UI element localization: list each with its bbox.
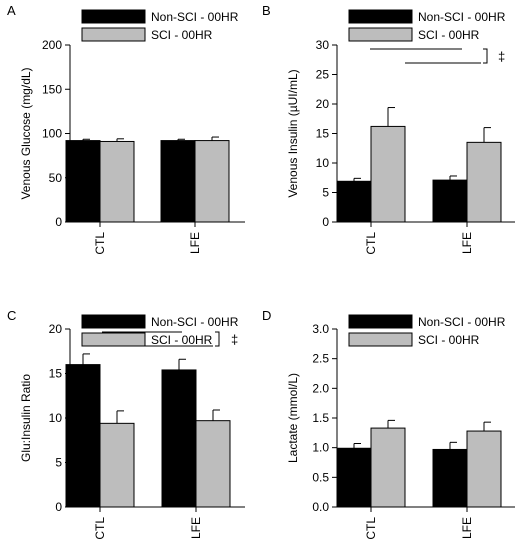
y-tick-label: 10 xyxy=(316,156,330,170)
legend-swatch xyxy=(81,27,146,42)
bar xyxy=(160,140,196,223)
y-tick-label: 0 xyxy=(322,215,329,229)
significance-bracket xyxy=(483,48,488,64)
legend-label: SCI - 00HR xyxy=(418,28,480,42)
legend-label: Non-SCI - 00HR xyxy=(151,315,239,329)
category-label: LFE xyxy=(189,517,203,539)
y-tick-label: 0 xyxy=(55,500,62,514)
y-axis-label: Venous Glucose (mg/dL) xyxy=(19,67,33,199)
y-tick-label: 1.0 xyxy=(312,441,329,455)
bar xyxy=(99,422,135,508)
category-label: CTL xyxy=(93,517,107,540)
y-tick-label: 5 xyxy=(322,186,329,200)
chart-panel-a: A 0 50 100 150 200 Venous Glucose (mg/dL) CTL LF… xyxy=(7,3,245,255)
legend-label: SCI - 00HR xyxy=(418,333,480,347)
legend-swatch xyxy=(348,27,413,42)
y-tick-label: 0 xyxy=(55,215,62,229)
panel-letter: C xyxy=(7,308,16,323)
y-axis-label: Glu:Insulin Ratio xyxy=(19,374,33,462)
bar xyxy=(194,140,230,223)
significance-marker: ‡ xyxy=(498,49,505,64)
y-tick-label: 2.0 xyxy=(312,381,329,395)
category-label: LFE xyxy=(460,517,474,539)
bar xyxy=(432,448,468,508)
legend-label: Non-SCI - 00HR xyxy=(151,10,239,24)
bar xyxy=(161,369,197,508)
category-label: CTL xyxy=(364,232,378,255)
y-tick-label: 30 xyxy=(316,38,330,52)
legend-label: Non-SCI - 00HR xyxy=(418,10,506,24)
y-tick-label: 20 xyxy=(316,97,330,111)
panel-letter: D xyxy=(262,308,271,323)
panel-letter: B xyxy=(262,3,271,18)
bar xyxy=(466,141,502,223)
y-tick-label: 15 xyxy=(316,127,330,141)
y-axis-label: Venous Insulin (µUI/mL) xyxy=(286,69,300,197)
y-tick-label: 200 xyxy=(42,38,62,52)
y-tick-label: 100 xyxy=(42,127,62,141)
legend-swatch xyxy=(348,314,413,329)
y-tick-label: 15 xyxy=(49,367,63,381)
y-tick-label: 0.0 xyxy=(312,500,329,514)
panel-letter: A xyxy=(7,3,16,18)
chart-panel-c: C 0 5 10 15 20 Glu:Insulin Ratio CTL LFE Non-SCI … xyxy=(7,308,245,540)
bar xyxy=(336,180,372,223)
bar xyxy=(432,179,468,223)
bar xyxy=(99,140,135,223)
y-tick-label: 10 xyxy=(49,411,63,425)
chart-panel-d: D 0.0 0.5 1.0 1.5 2.0 2.5 3.0 Lactate (mmol/L) CT… xyxy=(262,308,515,540)
legend-swatch xyxy=(81,314,146,329)
y-tick-label: 150 xyxy=(42,82,62,96)
y-tick-label: 20 xyxy=(49,322,63,336)
legend-swatch xyxy=(348,332,413,347)
legend-swatch xyxy=(81,332,146,347)
significance-bracket xyxy=(215,331,220,347)
legend-swatch xyxy=(348,9,413,24)
y-tick-label: 25 xyxy=(316,68,330,82)
significance-marker: ‡ xyxy=(231,332,238,347)
category-label: CTL xyxy=(93,232,107,255)
legend-label: SCI - 00HR xyxy=(151,333,213,347)
bar xyxy=(370,125,406,223)
chart-panel-b: B 0 5 10 15 20 25 30 Venous Insulin (µUI/mL) CTL L… xyxy=(262,3,515,255)
legend-label: SCI - 00HR xyxy=(151,28,213,42)
category-label: CTL xyxy=(364,517,378,540)
bar xyxy=(466,430,502,508)
y-tick-label: 0.5 xyxy=(312,470,329,484)
y-tick-label: 1.5 xyxy=(312,411,329,425)
bar xyxy=(370,427,406,508)
bar xyxy=(65,364,101,508)
category-label: LFE xyxy=(460,232,474,254)
y-tick-label: 50 xyxy=(49,171,63,185)
bar xyxy=(65,140,101,223)
y-tick-label: 3.0 xyxy=(312,322,329,336)
legend-swatch xyxy=(81,9,146,24)
category-label: LFE xyxy=(188,232,202,254)
bar xyxy=(336,447,372,508)
bar xyxy=(195,420,231,508)
y-tick-label: 5 xyxy=(55,456,62,470)
legend-label: Non-SCI - 00HR xyxy=(418,315,506,329)
y-axis-label: Lactate (mmol/L) xyxy=(286,373,300,463)
y-tick-label: 2.5 xyxy=(312,352,329,366)
